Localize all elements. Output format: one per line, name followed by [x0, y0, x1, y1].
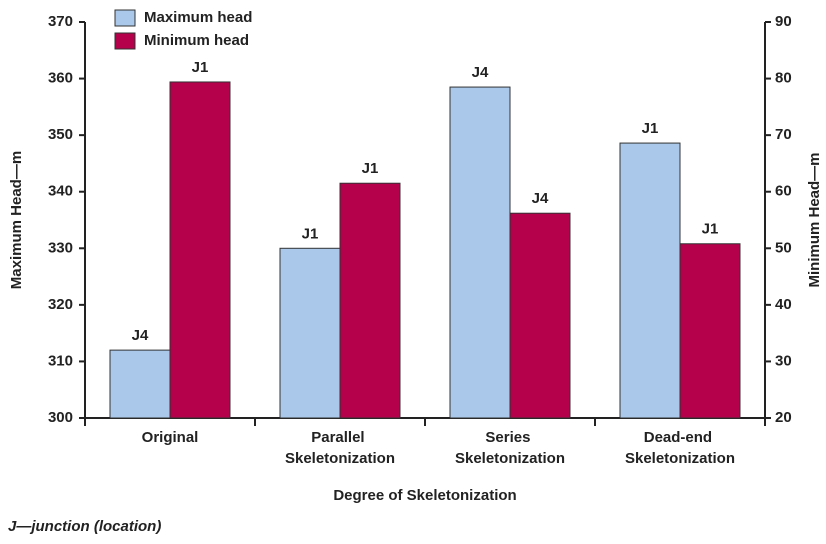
x-tick-label: Parallel Skeletonization: [285, 429, 395, 467]
bar-label: J1: [192, 59, 209, 76]
y-tick-label: 360: [48, 70, 73, 87]
y-tick-label: 300: [48, 409, 73, 426]
x-tick-label: Original: [142, 429, 199, 446]
y-tick-label: 320: [48, 296, 73, 313]
bar: [449, 86, 511, 419]
bar: [339, 182, 401, 419]
bar: [509, 212, 571, 419]
legend-label: Minimum head: [144, 32, 249, 49]
y2-axis-label: Minimum Head—m: [806, 152, 823, 287]
y-tick-label: 310: [48, 352, 73, 369]
legend-label: Maximum head: [144, 9, 252, 26]
bar: [169, 81, 231, 419]
y2-tick-label: 40: [775, 296, 792, 313]
bar-label: J4: [472, 64, 489, 81]
y-tick-label: 330: [48, 239, 73, 256]
bar: [619, 142, 681, 419]
y-tick-label: 370: [48, 13, 73, 30]
bar-label: J1: [362, 160, 379, 177]
bar: [279, 247, 341, 419]
y-tick-label: 350: [48, 126, 73, 143]
bar-label: J1: [302, 225, 319, 242]
legend-swatch: [114, 9, 136, 27]
x-axis-label: Degree of Skeletonization: [333, 487, 516, 504]
footnote: J—junction (location): [8, 518, 161, 535]
y2-tick-label: 70: [775, 126, 792, 143]
y-tick-label: 340: [48, 183, 73, 200]
x-tick-label: Series Skeletonization: [455, 429, 565, 467]
y2-tick-label: 80: [775, 70, 792, 87]
x-tick-label: Dead-end Skeletonization: [625, 429, 735, 467]
bar-label: J4: [132, 327, 149, 344]
y2-tick-label: 20: [775, 409, 792, 426]
y2-tick-label: 90: [775, 13, 792, 30]
legend-swatch: [114, 32, 136, 50]
y2-tick-label: 60: [775, 183, 792, 200]
bar: [679, 243, 741, 419]
y2-tick-label: 30: [775, 352, 792, 369]
bar-label: J1: [642, 120, 659, 137]
bar: [109, 349, 171, 419]
y-axis-label: Maximum Head—m: [8, 151, 25, 289]
y2-tick-label: 50: [775, 239, 792, 256]
bar-label: J4: [532, 190, 549, 207]
bar-label: J1: [702, 221, 719, 238]
